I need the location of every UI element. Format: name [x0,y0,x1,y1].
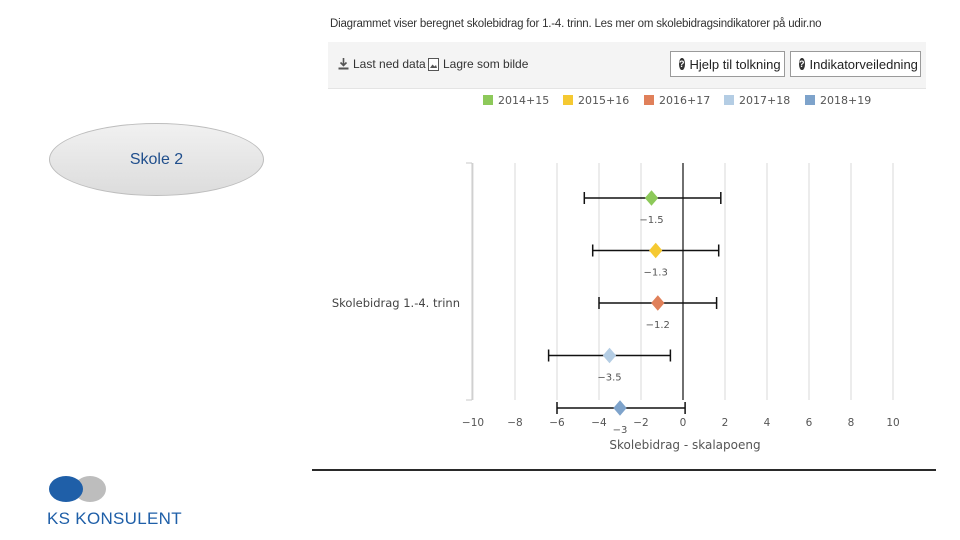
x-tick-label: −10 [462,417,484,429]
data-point-label: −1.3 [644,268,668,279]
legend-swatch [805,95,815,105]
logo-text: KS KONSULENT [47,509,182,528]
download-data-link[interactable]: Last ned data [338,57,426,71]
legend-swatch [563,95,573,105]
question-circle-icon: ? [679,58,685,70]
school-label: Skole 2 [129,150,184,168]
indicator-guide-button[interactable]: ? Indikatorveiledning [790,51,921,77]
data-point-label: −3.5 [597,373,621,384]
data-point-diamond [651,295,665,311]
x-tick-label: −4 [591,417,607,429]
chart-series: −1.5 −1.3 −1.2 −3.5 −3 [547,190,722,436]
data-point-label: −3 [613,425,628,436]
x-tick-label: −6 [549,417,565,429]
data-point-diamond [649,242,663,259]
legend-swatch [724,95,734,105]
x-tick-label: 2 [722,417,729,429]
legend-swatch [644,95,654,105]
x-axis-title: Skolebidrag - skalapoeng [609,438,760,452]
legend-label: 2018+19 [820,94,871,107]
save-image-label: Lagre som bilde [443,57,529,71]
category-label: Skolebidrag 1.-4. trinn [332,296,460,310]
download-icon [338,58,349,70]
chart-legend: 2014+15 2015+16 2016+17 2017+18 2018+19 [483,94,871,107]
data-point-diamond [644,190,659,206]
x-tick-label: 0 [680,417,687,429]
x-tick-label: −2 [633,417,648,429]
bottom-divider [312,469,936,471]
school-contribution-chart: 2014+15 2015+16 2016+17 2017+18 2018+19 Skol… [332,94,900,452]
x-tick-label: 8 [848,417,855,429]
question-circle-icon: ? [799,58,805,70]
chart-caption: Diagrammet viser beregnet skolebidrag fo… [330,18,822,30]
chart-gridlines [466,162,894,401]
legend-label: 2015+16 [578,94,629,107]
data-point-label: −1.2 [646,320,670,331]
data-point-diamond [613,400,627,416]
save-image-link[interactable]: Lagre som bilde [428,57,528,71]
legend-label: 2016+17 [659,94,710,107]
legend-label: 2017+18 [739,94,790,107]
chart-panel: Last ned data Lagre som bilde ? Hjelp ti… [328,42,926,470]
x-tick-label: 6 [806,417,813,429]
help-interpretation-button[interactable]: ? Hjelp til tolkning [670,51,785,77]
data-point-label: −1.5 [639,215,663,226]
indicator-guide-label: Indikatorveiledning [809,56,918,72]
data-point-diamond [602,347,617,364]
image-file-icon [428,57,439,71]
legend-label: 2014+15 [498,94,549,107]
x-tick-label: −8 [507,417,522,429]
x-tick-label: 4 [764,417,771,429]
chart-toolbar: Last ned data Lagre som bilde ? Hjelp ti… [328,42,926,89]
download-data-label: Last ned data [353,57,426,71]
x-axis-ticks: −10 −8 −6 −4 −2 0 2 4 6 8 10 [462,417,900,429]
x-tick-label: 10 [886,417,899,429]
ks-konsulent-logo-icon [49,476,106,502]
school-label-badge: Skole 2 [49,123,264,196]
help-interpretation-label: Hjelp til tolkning [689,56,781,72]
legend-swatch [483,95,493,105]
